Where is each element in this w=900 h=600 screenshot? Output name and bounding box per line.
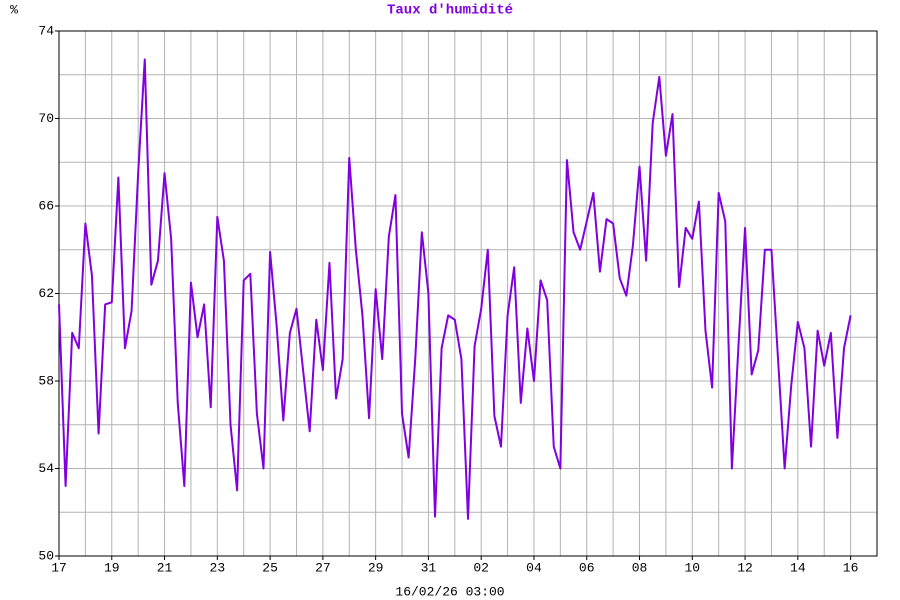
x-tick-label: 19 xyxy=(104,560,120,575)
x-axis-label: 16/02/26 03:00 xyxy=(395,584,504,599)
x-tick-label: 02 xyxy=(473,560,489,575)
y-tick-label: 66 xyxy=(38,198,54,213)
y-tick-label: 54 xyxy=(38,461,54,476)
x-tick-label: 27 xyxy=(315,560,331,575)
x-tick-label: 04 xyxy=(526,560,542,575)
y-tick-label: 58 xyxy=(38,373,54,388)
x-tick-label: 10 xyxy=(684,560,700,575)
y-axis-label: % xyxy=(10,2,18,17)
y-tick-label: 70 xyxy=(38,111,54,126)
plot-frame xyxy=(58,30,878,557)
x-tick-label: 29 xyxy=(368,560,384,575)
line-series xyxy=(58,58,852,520)
x-tick-label: 21 xyxy=(157,560,173,575)
x-tick-label: 16 xyxy=(843,560,859,575)
x-tick-label: 31 xyxy=(421,560,437,575)
chart-title: Taux d'humidité xyxy=(387,3,513,19)
y-tick-label: 50 xyxy=(38,548,54,563)
x-tick-label: 12 xyxy=(737,560,753,575)
x-tick-label: 17 xyxy=(51,560,67,575)
x-tick-label: 08 xyxy=(632,560,648,575)
y-tick-label: 62 xyxy=(38,286,54,301)
x-tick-label: 14 xyxy=(790,560,806,575)
y-tick-label: 74 xyxy=(38,23,54,38)
x-tick-label: 23 xyxy=(210,560,226,575)
x-tick-label: 06 xyxy=(579,560,595,575)
x-tick-label: 25 xyxy=(262,560,278,575)
